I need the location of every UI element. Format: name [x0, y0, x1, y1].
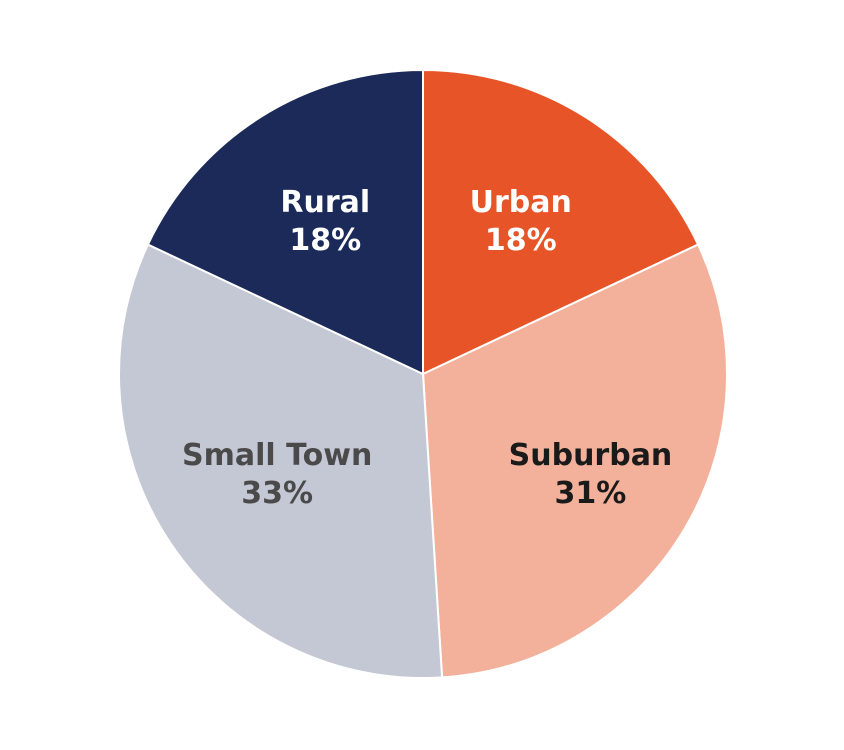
slice-label: Small Town	[182, 438, 372, 473]
slice-label: Rural	[280, 185, 370, 220]
slice-value-label: 33%	[241, 476, 313, 511]
pie-slice-small-town	[118, 243, 444, 679]
pie-slice-rural	[146, 68, 424, 376]
slice-value-label: 31%	[555, 476, 627, 511]
slice-value-label: 18%	[289, 223, 361, 258]
slice-label: Urban	[470, 185, 572, 220]
slice-label: Suburban	[509, 438, 673, 473]
slice-value-label: 18%	[485, 223, 557, 258]
pie-slice-urban	[422, 68, 700, 376]
pie-slice-suburban	[421, 243, 728, 679]
